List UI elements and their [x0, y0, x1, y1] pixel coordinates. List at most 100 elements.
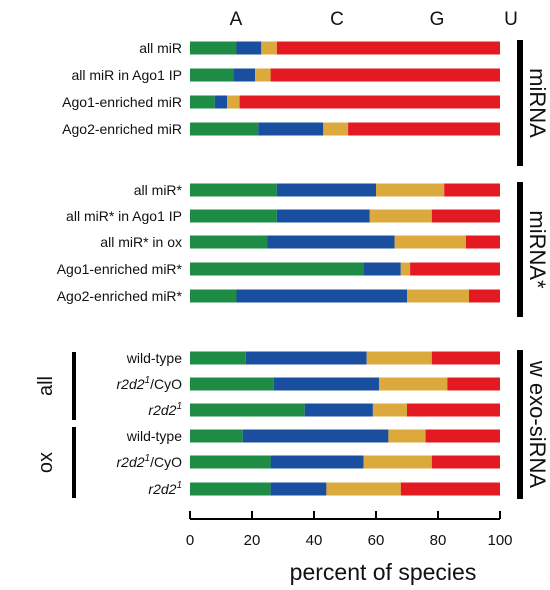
bar-segment-u: [425, 429, 500, 443]
row-label: all miR: [139, 40, 182, 56]
row-label-allele: 1: [145, 375, 151, 386]
subgroup-bracket-all: [72, 352, 76, 420]
bar-segment-c: [236, 289, 407, 303]
bar-segment-u: [410, 262, 500, 276]
bar-segment-a: [190, 351, 246, 365]
bar-segment-a: [190, 289, 237, 303]
bar-segment-c: [258, 122, 324, 136]
x-tick-label: 60: [368, 532, 385, 549]
bar-segment-a: [190, 209, 277, 223]
bar-segment-a: [190, 183, 277, 197]
bar-segment-u: [270, 68, 500, 82]
legend-a: A: [230, 9, 243, 30]
row-label-gene: r2d2: [148, 402, 176, 418]
bar-segment-c: [270, 455, 364, 469]
x-axis-title: percent of species: [290, 559, 477, 585]
bar-segment-a: [190, 68, 234, 82]
group-label: w exo-siRNA: [525, 360, 550, 488]
row-label: Ago2-enriched miR: [62, 121, 182, 137]
bar-segment-c: [245, 351, 367, 365]
bar-segment-c: [214, 95, 228, 109]
bar-segment-g: [255, 68, 271, 82]
bar-segment-c: [276, 183, 376, 197]
bar-segment-g: [400, 262, 411, 276]
group-bracket: [517, 182, 523, 317]
bar-segment-g: [388, 429, 426, 443]
bar-segment-g: [366, 351, 432, 365]
group-bracket: [517, 350, 523, 499]
bar-segment-u: [447, 377, 500, 391]
row-label: all miR* in ox: [100, 234, 182, 250]
x-tick-label: 20: [244, 532, 261, 549]
bar-segment-g: [372, 403, 407, 417]
row-label-balancer: /CyO: [150, 454, 182, 470]
row-label-genotype: r2d21: [148, 480, 182, 497]
bar-segment-g: [369, 209, 432, 223]
group-label: miRNA: [525, 68, 550, 138]
bar-segment-a: [190, 235, 268, 249]
bar-segment-u: [400, 482, 500, 496]
bar-segment-u: [469, 289, 500, 303]
legend-u: U: [504, 9, 518, 30]
bar-segment-g: [261, 41, 277, 55]
bar-segment-a: [190, 482, 271, 496]
bar-segment-c: [363, 262, 401, 276]
subgroup-bracket-ox: [72, 427, 76, 498]
row-label-allele: 1: [176, 401, 182, 412]
row-label: Ago1-enriched miR: [62, 94, 182, 110]
group-bracket: [517, 40, 523, 166]
bar-segment-a: [190, 403, 305, 417]
row-label: wild-type: [126, 428, 182, 444]
bar-segment-c: [267, 235, 395, 249]
bar-segment-a: [190, 262, 364, 276]
bar-segment-c: [273, 377, 380, 391]
bar-segment-u: [431, 351, 500, 365]
row-label-genotype: r2d21: [148, 401, 182, 418]
group-label: miRNA*: [525, 210, 550, 289]
row-label: all miR*: [134, 182, 183, 198]
bar-segment-g: [326, 482, 401, 496]
bar-segment-u: [407, 403, 500, 417]
legend-c: C: [330, 9, 344, 30]
x-tick-label: 40: [306, 532, 323, 549]
row-label-genotype: r2d21/CyO: [117, 453, 183, 470]
bar-segment-c: [270, 482, 327, 496]
bar-segment-c: [233, 68, 256, 82]
bar-segment-a: [190, 377, 274, 391]
row-label-allele: 1: [145, 453, 151, 464]
bar-segment-u: [276, 41, 500, 55]
bar-segment-g: [394, 235, 466, 249]
row-label: all miR* in Ago1 IP: [66, 208, 182, 224]
bar-segment-u: [444, 183, 500, 197]
row-label-gene: r2d2: [117, 376, 145, 392]
row-label: wild-type: [126, 350, 182, 366]
bar-segment-g: [227, 95, 240, 109]
bar-segment-g: [407, 289, 469, 303]
row-label-balancer: /CyO: [150, 376, 182, 392]
x-tick-label: 100: [487, 532, 512, 549]
bar-segment-g: [363, 455, 432, 469]
bar-segment-u: [465, 235, 500, 249]
subgroup-label-all: all: [35, 376, 57, 396]
legend-g: G: [430, 9, 445, 30]
bar-segment-u: [239, 95, 500, 109]
bar-segment-a: [190, 429, 243, 443]
bar-segment-a: [190, 455, 271, 469]
bar-segment-u: [348, 122, 500, 136]
bar-segment-a: [190, 95, 215, 109]
bar-segment-c: [242, 429, 389, 443]
bar-segment-g: [379, 377, 448, 391]
bar-segment-u: [431, 455, 500, 469]
row-label-gene: r2d2: [148, 481, 176, 497]
row-label: Ago1-enriched miR*: [57, 261, 183, 277]
bar-segment-a: [190, 41, 237, 55]
subgroup-label-ox: ox: [35, 452, 57, 473]
bar-segment-u: [431, 209, 500, 223]
bar-segment-c: [276, 209, 370, 223]
bar-segment-g: [376, 183, 445, 197]
x-tick-label: 0: [186, 532, 194, 549]
row-label-genotype: r2d21/CyO: [117, 375, 183, 392]
x-tick-label: 80: [430, 532, 447, 549]
row-label-allele: 1: [176, 480, 182, 491]
